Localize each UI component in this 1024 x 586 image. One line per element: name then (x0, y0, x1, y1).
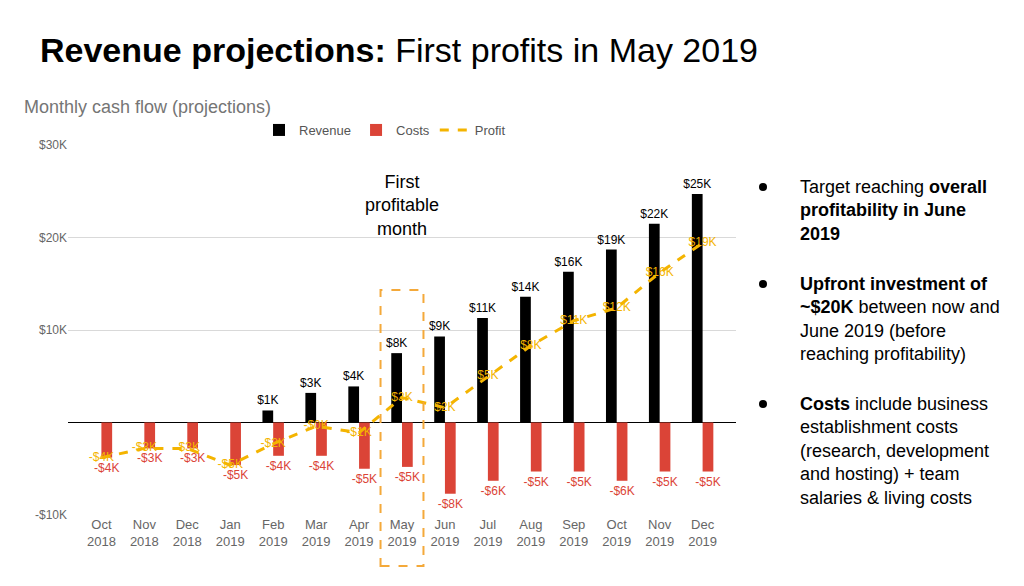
svg-text:Apr2019: Apr2019 (345, 517, 374, 549)
svg-text:$5K: $5K (477, 368, 498, 382)
svg-text:Costs: Costs (396, 123, 430, 138)
svg-text:$12K: $12K (603, 300, 631, 314)
svg-text:$20K: $20K (39, 231, 67, 245)
svg-text:$19K: $19K (597, 233, 625, 247)
svg-text:May2019: May2019 (388, 517, 417, 549)
svg-text:Costs include businessestablis: Costs include businessestablishment cost… (800, 394, 989, 508)
svg-text:-$5K: -$5K (652, 475, 677, 489)
svg-text:$1K: $1K (257, 393, 278, 407)
svg-text:$3K: $3K (391, 390, 412, 404)
svg-text:Nov2018: Nov2018 (130, 517, 159, 549)
svg-text:Sep2019: Sep2019 (559, 517, 588, 549)
svg-text:Revenue: Revenue (299, 123, 351, 138)
svg-text:-$4K: -$4K (94, 461, 119, 475)
svg-text:-$0K: -$0K (303, 418, 328, 432)
svg-text:-$5K: -$5K (218, 457, 243, 471)
svg-text:Upfront investment of~$20K bet: Upfront investment of~$20K between now a… (800, 274, 1000, 364)
svg-text:-$1K: -$1K (346, 425, 371, 439)
svg-text:$10K: $10K (39, 323, 67, 337)
svg-text:-$8K: -$8K (438, 497, 463, 511)
svg-text:Oct2019: Oct2019 (602, 517, 631, 549)
svg-text:$16K: $16K (554, 255, 582, 269)
svg-text:$30K: $30K (39, 138, 67, 152)
svg-text:Dec2018: Dec2018 (173, 517, 202, 549)
svg-text:Revenue projections: First pro: Revenue projections: First profits in Ma… (40, 31, 758, 69)
svg-text:-$3K: -$3K (180, 451, 205, 465)
svg-text:-$2K: -$2K (260, 436, 285, 450)
svg-text:Firstprofitablemonth: Firstprofitablemonth (365, 172, 439, 239)
svg-text:$3K: $3K (300, 376, 321, 390)
svg-text:$9K: $9K (429, 319, 450, 333)
svg-text:$8K: $8K (520, 338, 541, 352)
svg-text:$11K: $11K (469, 301, 496, 315)
svg-text:-$4K: -$4K (309, 459, 334, 473)
svg-text:Monthly cash flow (projections: Monthly cash flow (projections) (24, 97, 271, 117)
svg-text:-$6K: -$6K (609, 484, 634, 498)
svg-text:-$5K: -$5K (695, 475, 720, 489)
svg-text:Oct2018: Oct2018 (87, 517, 116, 549)
svg-text:$14K: $14K (511, 280, 539, 294)
svg-text:$11K: $11K (560, 313, 587, 327)
svg-text:-$5K: -$5K (395, 470, 420, 484)
svg-text:Dec2019: Dec2019 (688, 517, 717, 549)
svg-text:$16K: $16K (646, 265, 674, 279)
svg-text:Jul2019: Jul2019 (473, 517, 502, 549)
svg-text:Feb2019: Feb2019 (259, 517, 288, 549)
svg-text:-$4K: -$4K (89, 450, 114, 464)
svg-text:-$5K: -$5K (352, 472, 377, 486)
svg-text:-$10K: -$10K (35, 508, 67, 522)
svg-text:Nov2019: Nov2019 (645, 517, 674, 549)
svg-text:-$3K: -$3K (132, 440, 157, 454)
svg-text:Jan2019: Jan2019 (216, 517, 245, 549)
svg-text:$4K: $4K (343, 369, 364, 383)
svg-text:Mar2019: Mar2019 (302, 517, 331, 549)
svg-text:Profit: Profit (475, 123, 506, 138)
svg-text:Aug2019: Aug2019 (516, 517, 545, 549)
svg-text:$22K: $22K (640, 207, 668, 221)
svg-text:-$3K: -$3K (175, 440, 200, 454)
svg-text:$25K: $25K (683, 177, 711, 191)
svg-text:-$6K: -$6K (481, 484, 506, 498)
svg-text:Jun2019: Jun2019 (430, 517, 459, 549)
svg-text:Target reaching overallprofita: Target reaching overallprofitability in … (800, 177, 987, 244)
svg-text:$2K: $2K (434, 400, 455, 414)
svg-text:$8K: $8K (386, 336, 407, 350)
svg-text:-$5K: -$5K (566, 475, 591, 489)
svg-text:-$5K: -$5K (223, 468, 248, 482)
svg-text:-$4K: -$4K (266, 459, 291, 473)
svg-text:-$3K: -$3K (137, 451, 162, 465)
svg-text:-$5K: -$5K (524, 475, 549, 489)
svg-text:$19K: $19K (689, 235, 717, 249)
